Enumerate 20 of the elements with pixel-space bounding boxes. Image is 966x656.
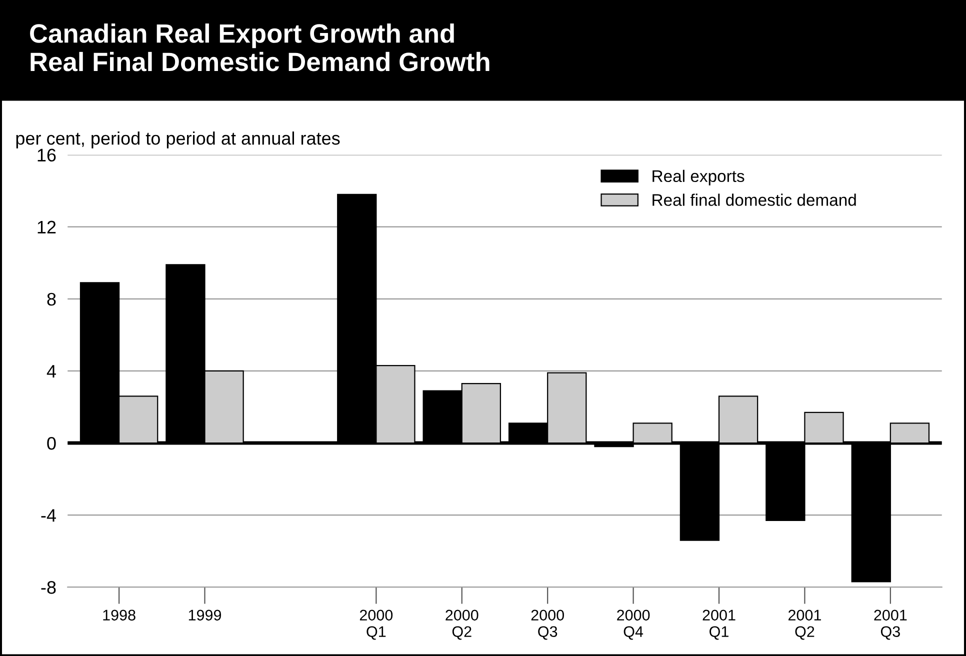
legend-label: Real final domestic demand — [652, 194, 856, 206]
y-tick-label: -8 — [41, 581, 56, 594]
y-tick-label: 0 — [47, 436, 56, 450]
x-tick-label: 2000 Q4 — [617, 610, 650, 640]
x-tick-label: 2001 Q3 — [874, 610, 907, 640]
x-tick-label: 2001 Q1 — [702, 610, 736, 640]
x-tick-label: 1999 — [188, 610, 222, 621]
legend-label: Real exports — [652, 170, 744, 186]
y-tick-label: 12 — [38, 220, 56, 234]
y-tick-label: 4 — [46, 365, 56, 378]
x-tick-label: 2000 Q1 — [360, 610, 393, 640]
x-tick-label: 1998 — [103, 610, 136, 621]
y-tick-label: -4 — [41, 509, 56, 522]
x-tick-label: 2001 Q2 — [788, 610, 821, 640]
x-tick-label: 2000 Q2 — [446, 610, 478, 640]
chart-title: Canadian Real Export Growth and Real Final Domestic Demand Growth — [30, 23, 490, 72]
y-tick-label: 16 — [38, 148, 56, 162]
y-axis-title: per cent, period to period at annual rates — [16, 132, 340, 148]
x-tick-label: 2000 Q3 — [531, 610, 564, 640]
y-tick-label: 8 — [47, 292, 56, 306]
